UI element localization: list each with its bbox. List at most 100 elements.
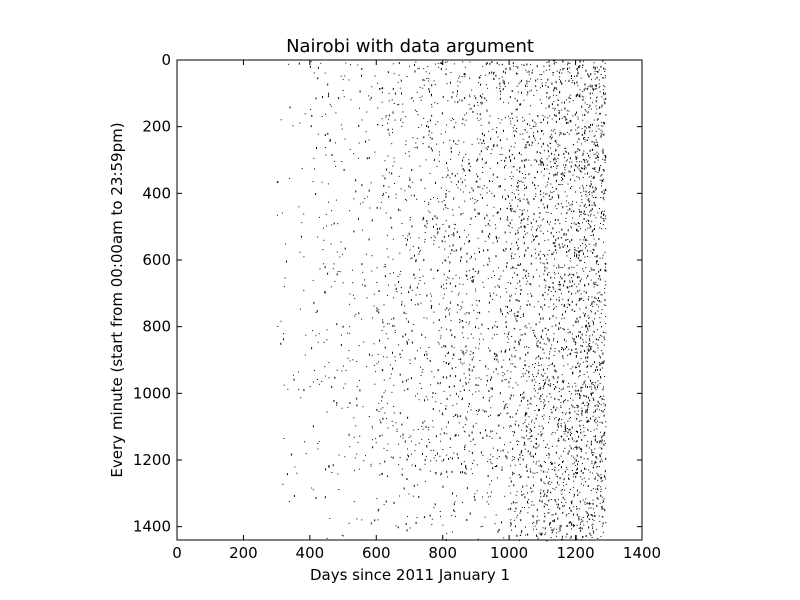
data-point bbox=[317, 448, 319, 450]
data-point bbox=[508, 225, 510, 227]
data-point bbox=[371, 270, 373, 272]
data-point bbox=[445, 345, 447, 348]
data-point bbox=[368, 353, 370, 356]
data-point bbox=[586, 152, 588, 154]
data-point bbox=[585, 214, 587, 215]
data-point bbox=[568, 408, 570, 410]
data-point bbox=[539, 387, 541, 390]
data-point bbox=[577, 320, 579, 323]
data-point bbox=[579, 394, 580, 396]
data-point bbox=[382, 175, 384, 177]
data-point bbox=[561, 318, 563, 320]
data-point bbox=[535, 79, 537, 82]
data-point bbox=[495, 368, 497, 371]
data-point bbox=[543, 404, 545, 407]
data-point bbox=[304, 354, 306, 356]
data-point bbox=[384, 346, 386, 349]
data-point bbox=[447, 167, 449, 169]
data-point bbox=[576, 93, 578, 96]
data-point bbox=[337, 473, 339, 475]
data-point bbox=[474, 498, 476, 501]
data-point bbox=[604, 409, 606, 411]
data-point bbox=[466, 487, 468, 490]
data-point bbox=[516, 273, 518, 276]
data-point bbox=[584, 83, 586, 85]
data-point bbox=[385, 212, 387, 214]
data-point bbox=[600, 376, 602, 379]
data-point bbox=[563, 133, 565, 136]
data-point bbox=[325, 154, 327, 156]
data-point bbox=[502, 70, 504, 73]
data-point bbox=[480, 83, 482, 86]
data-point bbox=[599, 291, 601, 293]
data-point bbox=[604, 280, 606, 282]
data-point bbox=[588, 345, 590, 347]
data-point bbox=[509, 231, 511, 233]
data-point bbox=[470, 277, 471, 279]
data-point bbox=[576, 417, 578, 420]
data-point bbox=[594, 435, 596, 438]
data-point bbox=[535, 159, 537, 161]
data-point bbox=[566, 206, 568, 207]
data-point bbox=[591, 123, 593, 126]
data-point bbox=[553, 154, 555, 156]
data-point bbox=[495, 353, 497, 355]
data-point bbox=[484, 162, 486, 164]
data-point bbox=[467, 411, 468, 413]
data-point bbox=[461, 462, 463, 465]
data-point bbox=[592, 384, 594, 385]
data-point bbox=[570, 352, 572, 354]
data-point bbox=[578, 164, 580, 167]
data-point bbox=[400, 167, 402, 169]
data-point bbox=[557, 376, 559, 379]
data-point bbox=[457, 101, 459, 104]
data-point bbox=[594, 439, 596, 442]
data-point bbox=[497, 176, 499, 178]
data-point bbox=[581, 412, 583, 415]
data-point bbox=[448, 351, 449, 354]
data-point bbox=[574, 169, 575, 172]
data-point bbox=[443, 208, 444, 210]
data-point bbox=[587, 365, 589, 368]
data-point bbox=[538, 460, 540, 462]
data-point bbox=[390, 373, 392, 375]
data-point bbox=[594, 227, 595, 230]
data-point bbox=[340, 344, 342, 347]
data-point bbox=[381, 395, 383, 397]
data-point bbox=[594, 411, 596, 413]
data-point bbox=[448, 225, 450, 227]
data-point bbox=[558, 296, 560, 298]
data-point bbox=[479, 251, 480, 253]
data-point bbox=[559, 134, 560, 136]
data-point bbox=[541, 465, 543, 468]
data-point bbox=[543, 163, 545, 166]
data-point bbox=[575, 335, 577, 338]
data-point bbox=[578, 149, 580, 151]
data-point bbox=[540, 306, 542, 308]
data-point bbox=[379, 88, 381, 90]
data-point bbox=[531, 501, 533, 503]
data-point bbox=[557, 439, 559, 442]
data-point bbox=[550, 213, 552, 214]
data-point bbox=[555, 149, 557, 152]
data-point bbox=[487, 461, 489, 462]
data-point bbox=[403, 487, 405, 490]
data-point bbox=[604, 476, 606, 478]
data-point bbox=[576, 407, 578, 409]
data-point bbox=[480, 378, 482, 380]
data-point bbox=[516, 315, 518, 318]
data-point bbox=[542, 393, 543, 395]
data-point bbox=[559, 351, 561, 353]
data-point bbox=[548, 249, 550, 251]
data-point bbox=[354, 469, 355, 471]
data-point bbox=[554, 369, 556, 372]
data-point bbox=[551, 129, 553, 131]
data-point bbox=[475, 422, 477, 424]
data-point bbox=[594, 189, 596, 191]
data-point bbox=[406, 340, 408, 343]
data-point bbox=[574, 247, 576, 249]
data-point bbox=[427, 399, 429, 401]
data-point bbox=[459, 236, 461, 238]
data-point bbox=[544, 287, 546, 289]
data-point bbox=[582, 222, 583, 224]
